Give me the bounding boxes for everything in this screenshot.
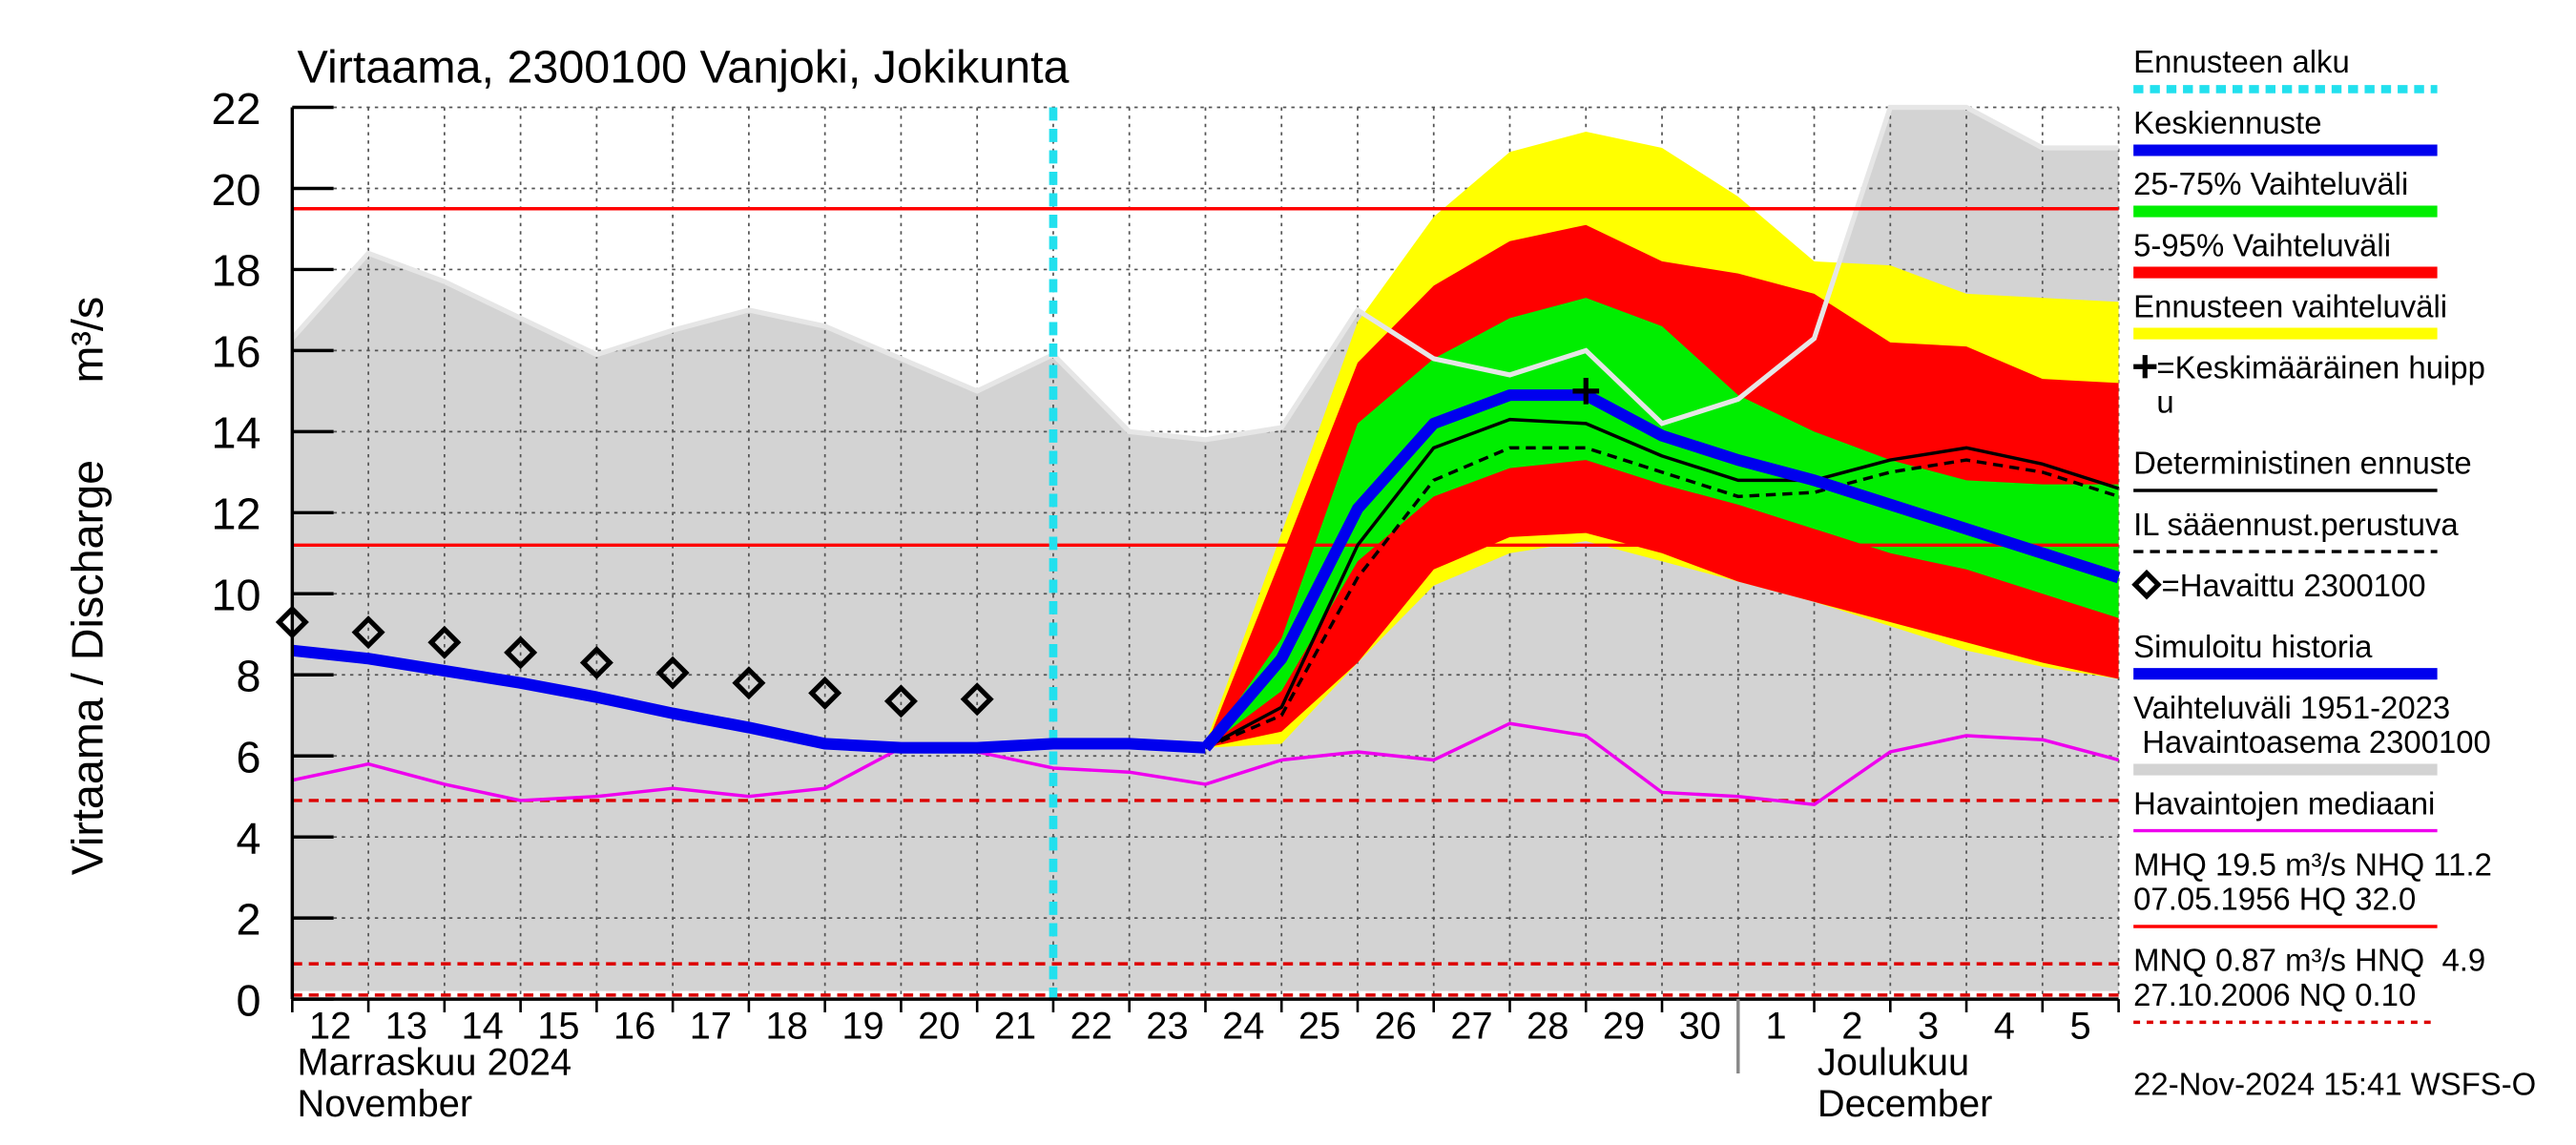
- y-tick-label: 22: [211, 84, 260, 134]
- legend-label: Deterministinen ennuste: [2133, 446, 2472, 481]
- legend-label: Vaihteluväli 1951-2023: [2133, 690, 2450, 725]
- y-axis-title: Virtaama / Discharge: [62, 460, 112, 875]
- y-tick-label: 0: [236, 975, 260, 1025]
- legend-label: Keskiennuste: [2133, 105, 2321, 140]
- x-tick-label: 5: [2070, 1006, 2091, 1048]
- x-tick-label: 27: [1450, 1006, 1492, 1048]
- x-tick-label: 29: [1603, 1006, 1645, 1048]
- y-tick-label: 12: [211, 489, 260, 539]
- month-label-en: December: [1818, 1083, 1993, 1125]
- x-tick-label: 15: [537, 1006, 579, 1048]
- observed-marker: [883, 684, 918, 718]
- month-label: Joulukuu: [1818, 1042, 1969, 1084]
- legend-label: 5-95% Vaihteluväli: [2133, 227, 2391, 262]
- legend-label: =Havaittu 2300100: [2162, 568, 2426, 603]
- observed-marker: [427, 625, 462, 659]
- legend-label: Havaintoasema 2300100: [2133, 724, 2491, 760]
- observed-marker: [808, 676, 842, 710]
- legend-label: 25-75% Vaihteluväli: [2133, 166, 2408, 201]
- y-tick-label: 2: [236, 894, 260, 944]
- month-label-en: November: [298, 1083, 473, 1125]
- x-tick-label: 22: [1070, 1006, 1112, 1048]
- x-tick-label: 21: [994, 1006, 1036, 1048]
- y-tick-label: 16: [211, 327, 260, 377]
- range-upper-edge: [290, 104, 2119, 443]
- y-tick-label: 14: [211, 408, 260, 458]
- y-tick-label: 8: [236, 652, 260, 701]
- series-line: [1200, 389, 2121, 752]
- x-tick-label: 24: [1222, 1006, 1264, 1048]
- observed-marker: [960, 682, 994, 717]
- legend-label: Havaintojen mediaani: [2133, 785, 2435, 821]
- legend-label: IL sääennust.perustuva: [2133, 507, 2459, 542]
- x-tick-label: 28: [1527, 1006, 1568, 1048]
- y-tick-label: 18: [211, 246, 260, 296]
- x-tick-label: 25: [1298, 1006, 1340, 1048]
- observed-marker: [732, 666, 766, 700]
- observed-marker: [351, 615, 385, 650]
- y-tick-label: 4: [236, 813, 260, 863]
- legend-label: Simuloitu historia: [2133, 629, 2373, 664]
- series-line: [291, 644, 1206, 754]
- legend-label: Ennusteen alku: [2133, 44, 2350, 79]
- chart-title: Virtaama, 2300100 Vanjoki, Jokikunta: [298, 42, 1070, 94]
- x-tick-label: 16: [613, 1006, 655, 1048]
- x-tick-label: 18: [766, 1006, 808, 1048]
- x-tick-label: 19: [841, 1006, 883, 1048]
- series-line: [1204, 446, 2120, 750]
- y-tick-label: 20: [211, 165, 260, 215]
- legend-marker: [2133, 355, 2157, 379]
- y-tick-label: 6: [236, 733, 260, 782]
- range-band: [1205, 298, 2119, 748]
- legend-label: MNQ 0.87 m³/s HNQ 4.9: [2133, 943, 2485, 978]
- x-tick-label: 12: [309, 1006, 351, 1048]
- observed-marker: [579, 645, 613, 680]
- observed-marker: [504, 635, 538, 670]
- legend-label: =Keskimääräinen huipp: [2156, 349, 2485, 385]
- y-axis-unit: m³/s: [62, 297, 112, 384]
- legend-label: Ennusteen vaihteluväli: [2133, 288, 2447, 323]
- peak-marker: [1572, 378, 1600, 405]
- series-line: [1204, 417, 2120, 750]
- x-tick-label: 13: [385, 1006, 427, 1048]
- legend-label: u: [2156, 385, 2173, 420]
- legend-marker: [2131, 569, 2162, 600]
- x-tick-label: 17: [690, 1006, 732, 1048]
- x-tick-label: 23: [1146, 1006, 1188, 1048]
- observed-marker: [655, 656, 690, 690]
- x-tick-label: 1: [1766, 1006, 1787, 1048]
- y-tick-label: 10: [211, 571, 260, 620]
- x-tick-label: 30: [1679, 1006, 1721, 1048]
- x-tick-label: 26: [1375, 1006, 1417, 1048]
- series-line: [291, 721, 2120, 806]
- legend-label: 27.10.2006 NQ 0.10: [2133, 977, 2416, 1012]
- month-label: Marraskuu 2024: [298, 1042, 572, 1084]
- x-tick-label: 14: [462, 1006, 504, 1048]
- x-tick-label: 3: [1918, 1006, 1939, 1048]
- timestamp: 22-Nov-2024 15:41 WSFS-O: [2133, 1067, 2536, 1102]
- legend-label: MHQ 19.5 m³/s NHQ 11.2: [2133, 846, 2492, 882]
- legend-label: 07.05.1956 HQ 32.0: [2133, 882, 2416, 917]
- x-tick-label: 4: [1994, 1006, 2015, 1048]
- x-tick-label: 2: [1841, 1006, 1862, 1048]
- range-band: [1205, 224, 2119, 748]
- x-tick-label: 20: [918, 1006, 960, 1048]
